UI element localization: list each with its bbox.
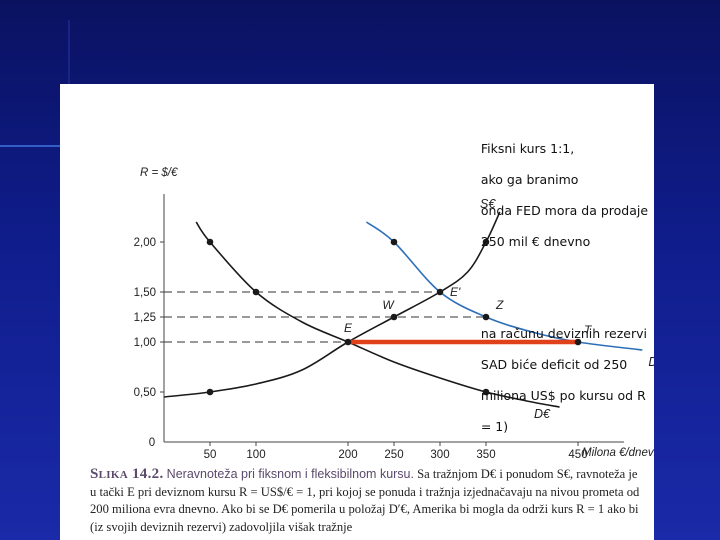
y-tick-label: 2,00 bbox=[134, 237, 156, 249]
x-tick-label: 50 bbox=[204, 449, 217, 461]
note-line: SAD biće deficit od 250 bbox=[480, 357, 628, 372]
note-block-2: na računu deviznih rezervi SAD biće defi… bbox=[457, 311, 653, 451]
curve-label: S€ bbox=[480, 197, 496, 211]
data-point bbox=[206, 238, 214, 246]
figure-caption: Slika 14.2. Neravnoteža pri fiksnom i fl… bbox=[90, 466, 646, 536]
note-line: ako ga branimo bbox=[480, 171, 579, 187]
data-point bbox=[482, 388, 490, 396]
curve-d bbox=[195, 221, 560, 408]
point-label: T bbox=[584, 323, 593, 337]
y-tick-label: 1,25 bbox=[134, 312, 156, 324]
x-tick-label: 250 bbox=[384, 449, 403, 461]
x-tick-label: 200 bbox=[338, 449, 357, 461]
curve-s bbox=[163, 211, 501, 398]
data-point bbox=[482, 238, 490, 246]
data-point bbox=[482, 313, 490, 321]
data-point bbox=[390, 313, 398, 321]
note-line: na računu deviznih rezervi bbox=[480, 326, 647, 341]
origin-label: 0 bbox=[149, 437, 155, 449]
caption-label: Slika 14.2. bbox=[90, 466, 164, 482]
x-axis-label: Milona €/dnevno bbox=[582, 447, 654, 459]
note-line: Fiksni kurs 1:1, bbox=[480, 140, 575, 156]
data-point bbox=[436, 288, 444, 296]
y-tick-label: 1,50 bbox=[134, 287, 156, 299]
slide-accent-line-vertical bbox=[68, 20, 70, 90]
note-line: 250 mil € dnevno bbox=[480, 233, 591, 249]
y-tick-label: 1,00 bbox=[134, 337, 156, 349]
curve-label: D€ bbox=[534, 407, 551, 421]
data-point bbox=[252, 288, 260, 296]
caption-title: Neravnoteža pri fiksnom i fleksibilnom k… bbox=[166, 467, 414, 481]
data-point bbox=[390, 238, 398, 246]
curve-label: D€' bbox=[648, 355, 654, 369]
note-line: = 1) bbox=[480, 419, 509, 434]
note-block-1: Fiksni kurs 1:1, ako ga branimo onda FED… bbox=[457, 125, 653, 265]
point-label: W bbox=[382, 298, 395, 312]
x-tick-label: 450 bbox=[568, 449, 587, 461]
note-line: onda FED mora da prodaje bbox=[480, 202, 649, 218]
slide-accent-line bbox=[0, 145, 60, 147]
figure-panel: R = $/€ Milona €/dnevno 0 0,50 1,00 1,25 1,50 2… bbox=[60, 84, 654, 540]
data-point bbox=[344, 338, 352, 346]
data-point bbox=[574, 338, 582, 346]
point-label: E' bbox=[450, 285, 461, 299]
caption-body: Sa tražnjom D€ i ponudom S€, ravnoteža j… bbox=[90, 467, 640, 534]
y-tick-label: 0,50 bbox=[134, 387, 156, 399]
data-point bbox=[206, 388, 214, 396]
point-label: E bbox=[344, 321, 353, 335]
note-line: miliona US$ po kursu od R bbox=[480, 388, 646, 403]
x-tick-label: 100 bbox=[246, 449, 265, 461]
annotation-note: Fiksni kurs 1:1, ako ga branimo onda FED… bbox=[457, 94, 653, 496]
y-axis-label: R = $/€ bbox=[140, 167, 178, 179]
x-tick-label: 300 bbox=[430, 449, 449, 461]
point-label: Z bbox=[495, 298, 504, 312]
exchange-rate-chart: R = $/€ Milona €/dnevno 0 0,50 1,00 1,25 1,50 2… bbox=[134, 167, 654, 461]
x-tick-label: 350 bbox=[476, 449, 495, 461]
